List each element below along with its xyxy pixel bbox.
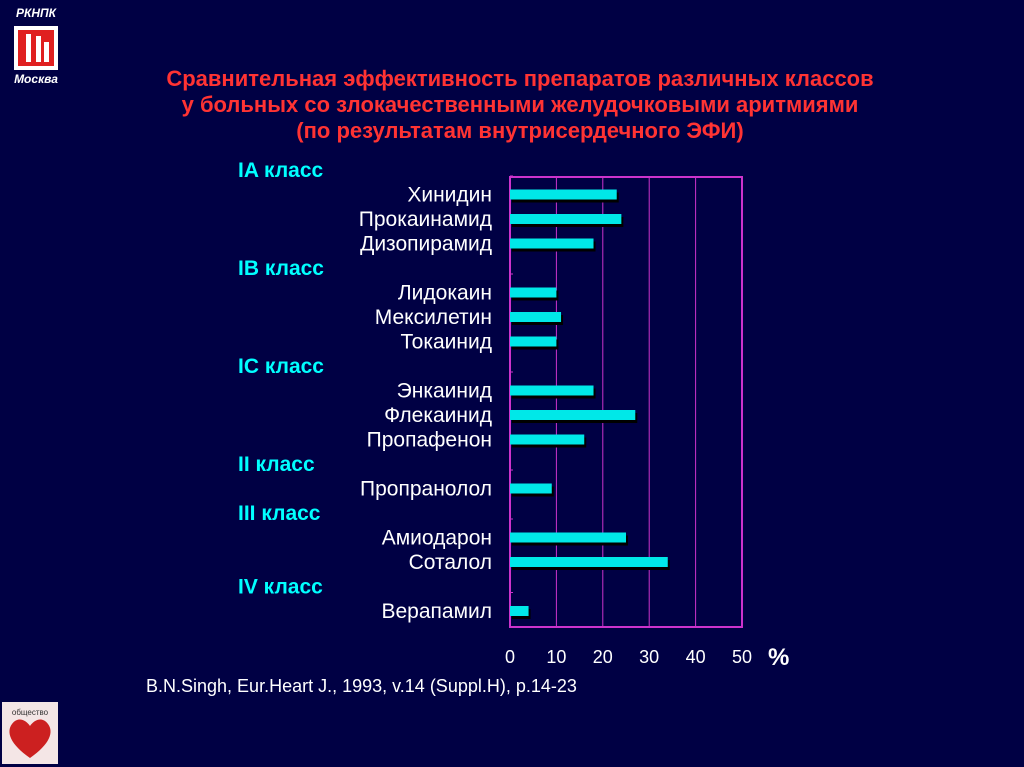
drug-label: Соталол [409, 551, 492, 574]
drug-label: Верапамил [381, 600, 492, 623]
bar [510, 434, 585, 445]
drug-label: Амиодарон [382, 527, 492, 550]
drug-label: Энкаинид [397, 380, 492, 403]
x-tick-label: 40 [686, 647, 706, 667]
drug-label: Пропафенон [367, 429, 492, 452]
bar [510, 189, 617, 200]
bar [510, 287, 557, 298]
title-line: (по результатам внутрисердечного ЭФИ) [296, 118, 744, 143]
class-label: IC класс [238, 355, 324, 378]
bar [510, 214, 622, 224]
bar [510, 557, 668, 567]
drug-label: Прокаинамид [359, 208, 492, 231]
bar [510, 385, 594, 396]
drug-label: Пропранолол [360, 478, 492, 501]
institute-logo: РКНПК Москва [8, 6, 64, 86]
heart-icon [9, 719, 51, 758]
title-line: Сравнительная эффективность препаратов р… [166, 66, 874, 91]
drug-label: Мексилетин [375, 306, 492, 329]
bar [510, 238, 594, 249]
logo-org-text: РКНПК [15, 6, 57, 20]
drug-label: Хинидин [407, 184, 492, 207]
drug-label: Токаинид [400, 331, 492, 354]
bar [510, 336, 557, 347]
bar [510, 312, 562, 322]
x-tick-label: 10 [546, 647, 566, 667]
x-unit-label: % [768, 644, 789, 671]
logo-city-text: Москва [14, 72, 58, 86]
bar [510, 483, 552, 494]
x-tick-label: 50 [732, 647, 752, 667]
x-tick-label: 0 [505, 647, 515, 667]
class-label: IB класс [238, 257, 324, 280]
society-logo: общество [2, 702, 58, 764]
class-label: III класс [238, 502, 321, 525]
plot-frame [509, 176, 743, 628]
slide-title: Сравнительная эффективность препаратов р… [80, 66, 960, 144]
drug-label: Лидокаин [398, 282, 492, 305]
x-tick-label: 20 [593, 647, 613, 667]
class-label: IA класс [238, 159, 324, 182]
drug-label: Дизопирамид [360, 233, 492, 256]
source-citation: B.N.Singh, Eur.Heart J., 1993, v.14 (Sup… [146, 676, 577, 696]
society-logo-text: общество [12, 708, 49, 717]
bar [510, 410, 636, 420]
x-tick-label: 30 [639, 647, 659, 667]
class-label: IV класс [238, 576, 323, 599]
bar [510, 606, 529, 616]
bar [510, 532, 626, 543]
title-line: у больных со злокачественными желудочков… [181, 92, 859, 117]
heart-logo-icon [14, 26, 58, 70]
drug-label: Флекаинид [384, 404, 492, 427]
class-label: II класс [238, 453, 315, 476]
